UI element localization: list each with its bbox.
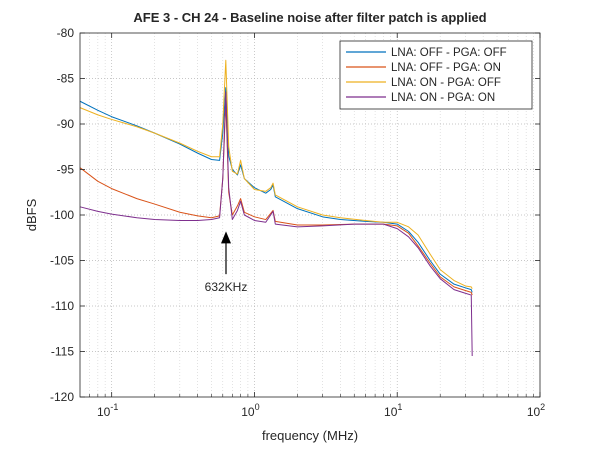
annotation-label: 632KHz xyxy=(205,280,248,294)
y-tick-label: -85 xyxy=(57,72,75,86)
x-tick-label: 101 xyxy=(384,402,402,419)
x-tick-label: 102 xyxy=(527,402,545,419)
series-line-2 xyxy=(79,100,473,296)
x-tick-label: 10-1 xyxy=(97,402,118,419)
series-line-3 xyxy=(79,59,473,289)
y-axis-label: dBFS xyxy=(24,198,39,231)
series-lines xyxy=(79,59,473,357)
tick-labels: 10-1 100 101 102 -80 -85 -90 -95 -100 -105 -110 -11… xyxy=(50,26,545,419)
series-line-4 xyxy=(79,91,473,357)
axes xyxy=(79,32,541,398)
legend-label: LNA: ON - PGA: OFF xyxy=(391,77,501,89)
y-tick-label: -115 xyxy=(51,345,74,359)
y-tick-label: -110 xyxy=(51,299,74,313)
chart-title: AFE 3 - CH 24 - Baseline noise after fil… xyxy=(133,10,486,25)
legend: LNA: OFF - PGA: OFF LNA: OFF - PGA: ON LNA… xyxy=(339,40,533,110)
series-line-1 xyxy=(79,87,473,293)
x-axis-label: frequency (MHz) xyxy=(262,428,358,443)
y-tick-label: -100 xyxy=(50,208,74,222)
annotation: 632KHz xyxy=(205,231,248,294)
y-tick-label: -90 xyxy=(57,117,75,131)
x-tick-label: 100 xyxy=(241,402,259,419)
legend-label: LNA: OFF - PGA: ON xyxy=(391,62,501,74)
y-tick-label: -80 xyxy=(57,26,75,40)
legend-label: LNA: ON - PGA: ON xyxy=(391,92,495,104)
y-tick-label: -105 xyxy=(50,254,74,268)
annotation-arrowhead xyxy=(220,231,231,244)
y-tick-label: -120 xyxy=(50,390,74,404)
legend-label: LNA: OFF - PGA: OFF xyxy=(391,47,507,59)
y-tick-label: -95 xyxy=(57,163,75,177)
